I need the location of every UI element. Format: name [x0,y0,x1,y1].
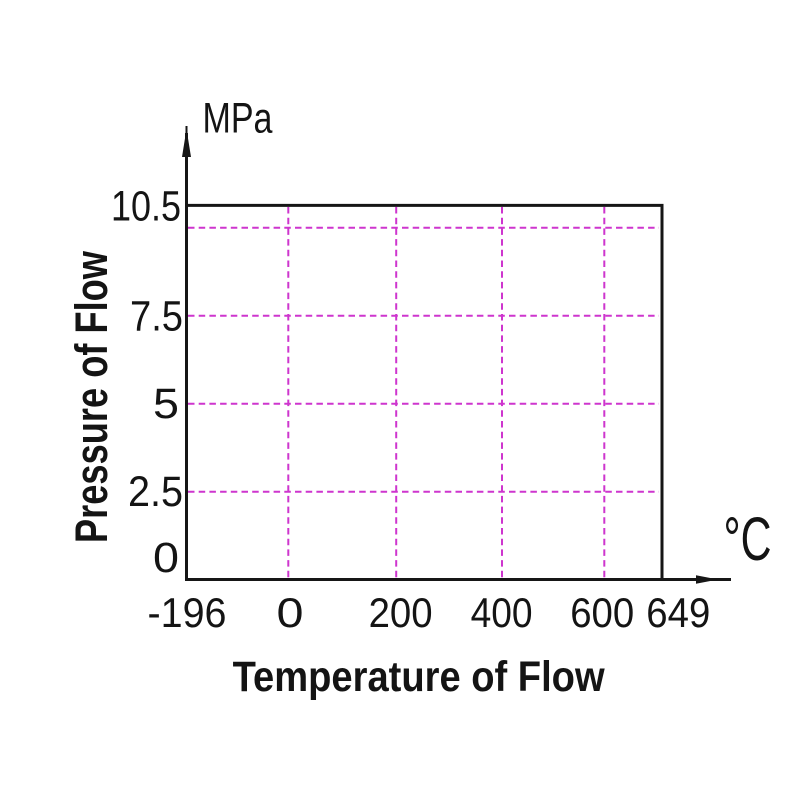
svg-text:649: 649 [646,589,710,636]
svg-text:5: 5 [153,380,179,428]
svg-text:MPa: MPa [203,94,273,142]
svg-text:600: 600 [570,589,634,636]
svg-text:10.5: 10.5 [111,183,181,231]
svg-text:-196: -196 [148,589,227,636]
svg-text:Pressure of Flow: Pressure of Flow [66,250,117,543]
svg-text:7.5: 7.5 [130,293,183,341]
svg-text:400: 400 [471,589,533,636]
svg-text:0: 0 [277,589,304,636]
svg-text:0: 0 [153,534,179,582]
svg-text:°C: °C [724,505,772,573]
svg-text:Temperature of Flow: Temperature of Flow [233,653,605,701]
svg-text:2.5: 2.5 [128,468,183,516]
svg-text:200: 200 [369,589,433,636]
